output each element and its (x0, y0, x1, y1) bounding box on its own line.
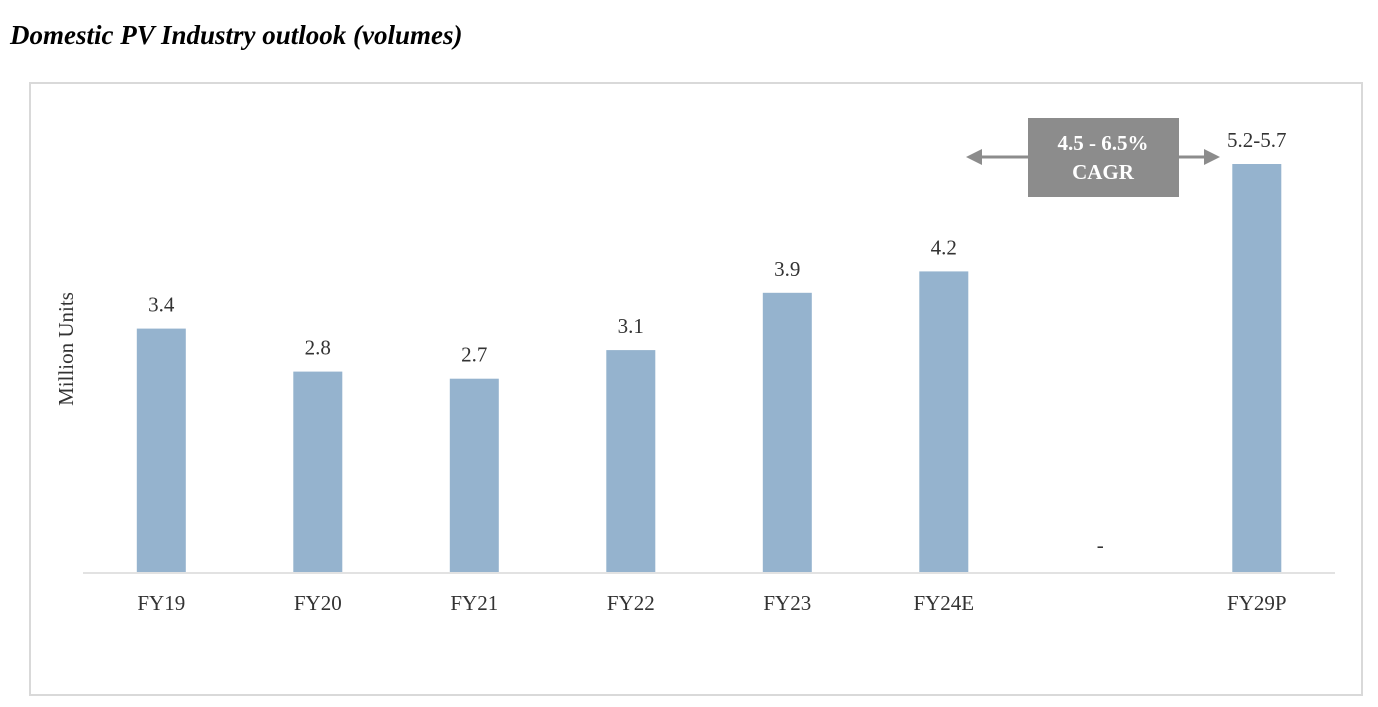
data-label-FY19: 3.4 (148, 293, 175, 317)
data-label-FY20: 2.8 (305, 336, 331, 360)
chart-title: Domestic PV Industry outlook (volumes) (10, 20, 463, 50)
bars-group (136, 164, 1282, 572)
x-tick-FY20: FY20 (294, 591, 342, 615)
x-tick-labels-group: FY19 FY20 FY21 FY22 FY23 FY24E FY29P (137, 591, 1286, 615)
cagr-arrowhead-left (966, 149, 982, 165)
x-tick-FY29P: FY29P (1227, 591, 1287, 615)
data-label-FY23: 3.9 (774, 257, 800, 281)
cagr-arrowhead-right (1204, 149, 1220, 165)
bar-FY22 (606, 350, 656, 572)
data-label-FY22: 3.1 (618, 314, 644, 338)
x-tick-FY19: FY19 (137, 591, 185, 615)
data-label-FY21: 2.7 (461, 343, 487, 367)
x-tick-FY23: FY23 (763, 591, 811, 615)
data-label-FY29P: 5.2-5.7 (1227, 128, 1287, 152)
cagr-line-1: 4.5 - 6.5% (1058, 131, 1149, 155)
cagr-line-2: CAGR (1072, 160, 1135, 184)
bar-FY21 (449, 378, 499, 572)
x-tick-FY22: FY22 (607, 591, 655, 615)
bar-FY19 (136, 328, 186, 572)
bar-FY23 (762, 292, 812, 572)
data-label-FY24E: 4.2 (931, 235, 957, 259)
y-axis-label: Million Units (54, 292, 78, 406)
x-tick-FY21: FY21 (450, 591, 498, 615)
bar-FY20 (293, 371, 343, 572)
bar-FY24E (919, 271, 969, 572)
bar-FY29P (1232, 164, 1282, 572)
cagr-box (1028, 118, 1179, 197)
data-labels-group: 3.4 2.8 2.7 3.1 3.9 4.2 - 5.2-5.7 (148, 128, 1286, 557)
cagr-annotation: 4.5 - 6.5% CAGR (966, 118, 1220, 197)
data-label-blank: - (1097, 533, 1104, 557)
x-tick-FY24E: FY24E (913, 591, 974, 615)
